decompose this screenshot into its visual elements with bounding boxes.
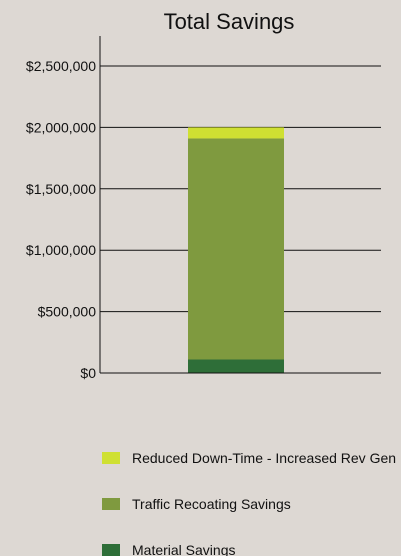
legend-label: Material Savings bbox=[132, 542, 236, 556]
y-tick-label: $0 bbox=[80, 365, 96, 381]
bar-segment bbox=[188, 359, 284, 373]
y-tick-label: $1,500,000 bbox=[26, 181, 96, 197]
legend-swatch bbox=[102, 544, 120, 556]
legend-label: Reduced Down-Time - Increased Rev Gen bbox=[132, 450, 396, 466]
bar-segment bbox=[188, 138, 284, 360]
legend-swatch bbox=[102, 452, 120, 464]
bars bbox=[188, 127, 284, 373]
y-tick-label: $2,500,000 bbox=[26, 58, 96, 74]
legend-swatch bbox=[102, 498, 120, 510]
chart-title: Total Savings bbox=[164, 9, 295, 34]
y-axis-ticks: $0 $500,000 $1,000,000 $1,500,000 $2,000,000… bbox=[26, 58, 96, 381]
legend: Reduced Down-Time - Increased Rev Gen Tra… bbox=[102, 450, 396, 556]
bar-segment bbox=[188, 127, 284, 139]
y-tick-label: $2,000,000 bbox=[26, 119, 96, 135]
y-tick-label: $500,000 bbox=[38, 304, 97, 320]
legend-label: Traffic Recoating Savings bbox=[132, 496, 291, 512]
y-tick-label: $1,000,000 bbox=[26, 242, 96, 258]
